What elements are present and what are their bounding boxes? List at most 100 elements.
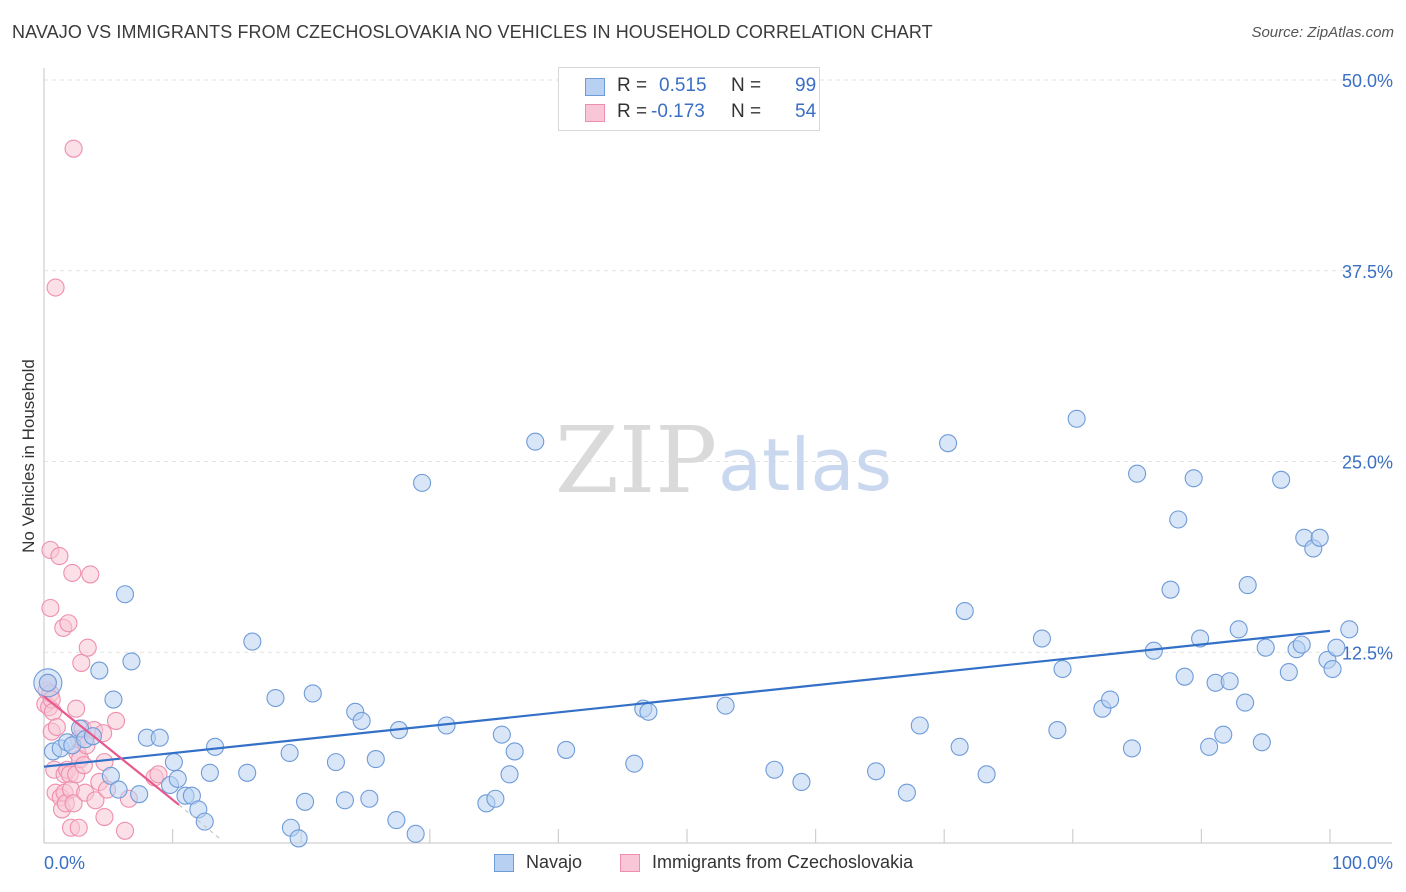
- navajo-point: [1169, 510, 1188, 529]
- czech-point: [63, 563, 82, 582]
- navajo-trend-line: [43, 629, 1331, 768]
- navajo-point: [266, 688, 285, 708]
- source-label: Source: ZipAtlas.com: [1251, 24, 1394, 41]
- navajo-point: [1279, 663, 1298, 682]
- czech-point: [59, 614, 78, 633]
- navajo-point: [280, 743, 299, 763]
- navajo-point: [238, 763, 257, 782]
- navajo-point: [413, 473, 432, 492]
- navajo-point: [38, 673, 57, 692]
- czech-point: [74, 756, 93, 775]
- navajo-point: [625, 754, 644, 773]
- watermark-zip: ZIP: [555, 407, 717, 514]
- navajo-point: [1200, 737, 1219, 756]
- czech-point: [81, 565, 100, 584]
- czech-point: [46, 278, 65, 297]
- navajo-point: [977, 765, 996, 784]
- navajo-point: [557, 740, 576, 759]
- navajo-point: [366, 750, 385, 769]
- navajo-point: [1053, 659, 1072, 679]
- czech-point: [72, 653, 91, 672]
- navajo-point: [360, 789, 379, 808]
- y-tick-label: 12.5%: [1342, 643, 1393, 663]
- n-value: 54: [795, 101, 817, 122]
- navajo-point: [866, 762, 886, 781]
- czech-point: [64, 794, 83, 813]
- czech-point: [115, 821, 135, 840]
- navajo-point: [1184, 469, 1203, 488]
- czech-point: [69, 818, 88, 837]
- r-value: 0.515: [659, 75, 707, 96]
- navajo-point: [1229, 620, 1248, 639]
- y-axis-label: No Vehicles in Household: [19, 359, 38, 553]
- czech-point: [41, 598, 60, 618]
- navajo-point: [335, 791, 354, 810]
- navajo-point: [1256, 638, 1275, 657]
- czech-point: [149, 765, 168, 784]
- tick-labels: 12.5% 25.0% 37.5% 50.0% 0.0% 100.0%: [44, 71, 1393, 873]
- navajo-point: [1161, 580, 1180, 599]
- navajo-point: [168, 769, 187, 788]
- navajo-point: [1191, 629, 1210, 648]
- y-tick-label: 50.0%: [1342, 71, 1393, 91]
- navajo-point: [205, 737, 225, 756]
- navajo-point: [492, 725, 511, 744]
- watermark-atlas: atlas: [718, 423, 892, 507]
- navajo-point: [765, 760, 784, 779]
- czech-point: [86, 791, 105, 810]
- navajo-point: [1323, 659, 1342, 679]
- navajo-point: [101, 766, 120, 785]
- navajo-point: [950, 737, 969, 756]
- trend-lines: [43, 629, 1331, 841]
- czech-trend-line: [43, 695, 180, 806]
- n-label: N =: [731, 75, 762, 96]
- czech-swatch: [585, 104, 605, 122]
- czech-point: [106, 711, 126, 730]
- navajo-point: [1292, 635, 1311, 654]
- watermark: ZIP atlas: [555, 407, 892, 514]
- navajo-point: [1252, 733, 1271, 752]
- navajo-point: [164, 753, 183, 772]
- czech-point: [47, 717, 66, 737]
- navajo-point: [352, 711, 371, 730]
- navajo-point: [1067, 409, 1086, 428]
- navajo-swatch: [585, 78, 605, 96]
- chart-title: NAVAJO VS IMMIGRANTS FROM CZECHOSLOVAKIA…: [12, 22, 933, 42]
- navajo-point: [326, 753, 345, 772]
- legend-label: Navajo: [526, 852, 583, 872]
- czech-swatch: [620, 854, 640, 872]
- navajo-point: [1236, 693, 1255, 712]
- czech-point: [64, 139, 83, 158]
- series-legend: Navajo Immigrants from Czechoslovakia: [0, 852, 1406, 876]
- navajo-point: [1214, 725, 1233, 744]
- navajo-point: [289, 829, 308, 848]
- navajo-point: [243, 632, 262, 651]
- x-tick-label: 0.0%: [44, 853, 85, 873]
- navajo-point: [195, 812, 214, 831]
- navajo-points: [33, 409, 1359, 848]
- czech-trend-extension: [178, 804, 222, 841]
- czech-point: [67, 699, 86, 718]
- y-tick-label: 25.0%: [1342, 453, 1393, 473]
- y-tick-label: 37.5%: [1342, 262, 1393, 282]
- navajo-point: [1128, 464, 1147, 483]
- r-label: R =: [617, 101, 648, 122]
- czech-point: [50, 547, 69, 566]
- legend-label: Immigrants from Czechoslovakia: [652, 852, 914, 872]
- navajo-point: [1220, 672, 1239, 691]
- navajo-point: [115, 585, 135, 604]
- navajo-point: [406, 824, 425, 843]
- navajo-point: [1122, 739, 1142, 758]
- navajo-point: [109, 780, 128, 799]
- navajo-point: [1238, 576, 1257, 595]
- navajo-point: [1032, 629, 1051, 648]
- n-value: 99: [795, 75, 817, 96]
- navajo-point: [716, 696, 735, 715]
- navajo-point: [90, 661, 109, 680]
- navajo-point: [387, 811, 406, 830]
- czech-point: [78, 638, 97, 657]
- czech-point: [95, 808, 114, 827]
- navajo-point: [1310, 528, 1329, 547]
- x-tick-label: 100.0%: [1332, 853, 1393, 873]
